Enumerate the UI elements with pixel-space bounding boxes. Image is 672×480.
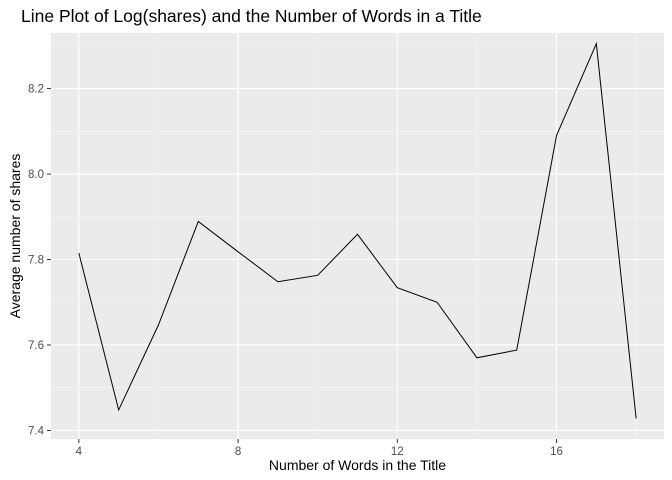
plot-panel bbox=[51, 33, 664, 439]
x-tick-label: 16 bbox=[550, 446, 563, 458]
y-tick-label: 8.0 bbox=[28, 169, 44, 181]
y-axis-title: Average number of shares bbox=[7, 154, 23, 319]
grid-major bbox=[51, 33, 664, 439]
x-tick-label: 8 bbox=[235, 446, 241, 458]
y-tick-label: 7.6 bbox=[28, 340, 44, 352]
chart-title: Line Plot of Log(shares) and the Number … bbox=[21, 6, 482, 26]
y-axis-ticks: 7.4 7.6 7.8 8.0 8.2 bbox=[28, 84, 51, 437]
x-tick-label: 4 bbox=[76, 446, 83, 458]
x-tick-label: 12 bbox=[391, 446, 404, 458]
y-tick-label: 8.2 bbox=[28, 84, 44, 96]
y-tick-label: 7.4 bbox=[28, 425, 45, 437]
grid-minor bbox=[51, 33, 664, 439]
x-axis-title: Number of Words in the Title bbox=[269, 457, 446, 473]
x-axis-ticks: 4 8 12 16 bbox=[76, 439, 563, 458]
series-line bbox=[78, 41, 637, 419]
y-tick-label: 7.8 bbox=[28, 255, 44, 267]
